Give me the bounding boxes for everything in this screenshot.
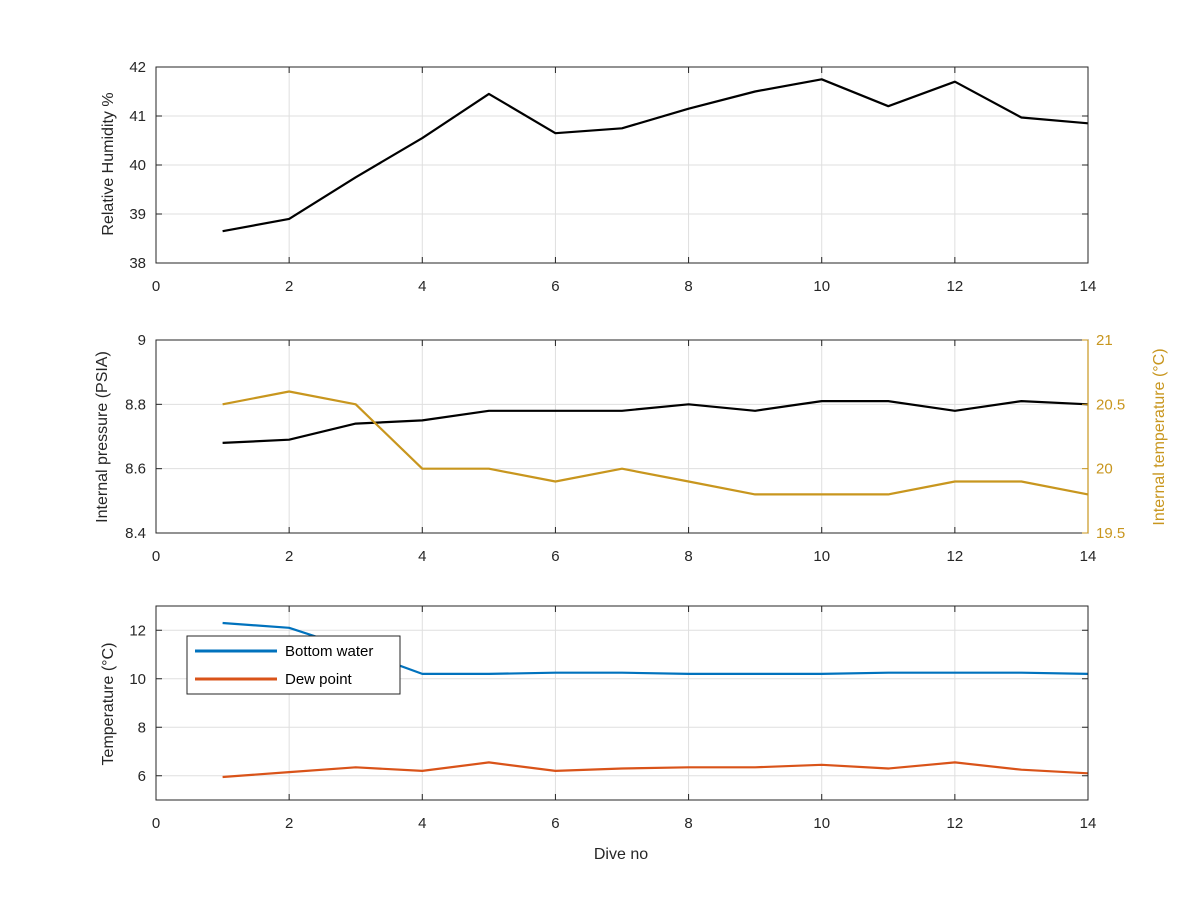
- humidity-x-tick-label: 0: [152, 278, 160, 295]
- pressure-y-tick-label: 8.8: [125, 396, 146, 413]
- temperature-x-tick-label: 6: [551, 815, 559, 832]
- pressure-series-1-line: [222, 390, 1089, 496]
- legend-box: [186, 635, 401, 695]
- humidity-y-tick-label: 42: [129, 59, 146, 76]
- temperature-ylabel: Temperature (°C): [100, 643, 117, 766]
- pressure-y-tick-label: 8.6: [125, 461, 146, 478]
- temperature-x-tick-label: 4: [418, 815, 426, 832]
- humidity-series-0-line: [222, 78, 1089, 233]
- humidity-panel: Relative Humidity % 0 2 4 6 8 10 12 14 38 39 40 41 4…: [100, 59, 1096, 295]
- pressure-x-tick-label: 14: [1080, 548, 1097, 565]
- pressure-x-tick-label: 2: [285, 548, 293, 565]
- dew-point-line: [222, 761, 1089, 779]
- dew-point-legend-label: Dew point: [285, 671, 353, 688]
- internal-temperature-y-tick-label: 21: [1096, 332, 1113, 349]
- temperature-y-tick-label: 8: [138, 719, 146, 736]
- pressure-x-tick-label: 10: [813, 548, 830, 565]
- temperature-x-tick-label: 0: [152, 815, 160, 832]
- pressure-y-tick-label: 8.4: [125, 525, 146, 542]
- internal-temperature-y-tick-label: 20: [1096, 461, 1113, 478]
- internal-temperature-y-tick-label: 19.5: [1096, 525, 1125, 542]
- pressure-x-tick-label: 4: [418, 548, 426, 565]
- humidity-y-tick-label: 41: [129, 108, 146, 125]
- humidity-x-tick-label: 2: [285, 278, 293, 295]
- temperature-xlabel: Dive no: [594, 846, 648, 863]
- humidity-x-tick-label: 6: [551, 278, 559, 295]
- humidity-x-tick-label: 4: [418, 278, 426, 295]
- pressure-x-tick-label: 12: [947, 548, 964, 565]
- pressure-ylabel: Internal pressure (PSIA): [94, 351, 111, 523]
- temperature-x-tick-label: 12: [947, 815, 964, 832]
- humidity-x-tick-label: 8: [684, 278, 692, 295]
- temperature-panel: Temperature (°C) Dive no 0 2 4 6 8 10 12 14 6 8 10…: [100, 605, 1097, 863]
- temperature-x-tick-label: 8: [684, 815, 692, 832]
- humidity-x-tick-label: 12: [947, 278, 964, 295]
- humidity-y-tick-label: 39: [129, 206, 146, 223]
- temperature-legend: Bottom water Dew point: [186, 635, 401, 695]
- humidity-ylabel: Relative Humidity %: [100, 92, 117, 235]
- temperature-x-tick-label: 14: [1080, 815, 1097, 832]
- pressure-x-tick-label: 8: [684, 548, 692, 565]
- internal-temperature-ylabel: Internal temperature (°C): [1151, 348, 1168, 525]
- pressure-x-tick-label: 0: [152, 548, 160, 565]
- pressure-x-tick-label: 6: [551, 548, 559, 565]
- temperature-y-tick-label: 12: [129, 622, 146, 639]
- humidity-y-tick-label: 40: [129, 157, 146, 174]
- temperature-x-tick-label: 10: [813, 815, 830, 832]
- pressure-plot-area: [156, 340, 1088, 533]
- temperature-x-tick-label: 2: [285, 815, 293, 832]
- humidity-y-tick-label: 38: [129, 255, 146, 272]
- pressure-temperature-panel: Internal pressure (PSIA) Internal temper…: [94, 332, 1168, 565]
- pressure-y-tick-label: 9: [138, 332, 146, 349]
- temperature-axes-box: [155, 605, 1089, 801]
- humidity-x-tick-label: 14: [1080, 278, 1097, 295]
- temperature-y-tick-label: 6: [138, 768, 146, 785]
- humidity-x-tick-label: 10: [813, 278, 830, 295]
- bottom-water-legend-label: Bottom water: [285, 643, 373, 660]
- internal-temperature-y-tick-label: 20.5: [1096, 396, 1125, 413]
- temperature-y-tick-label: 10: [129, 671, 146, 688]
- pressure-series-0-line: [222, 400, 1089, 444]
